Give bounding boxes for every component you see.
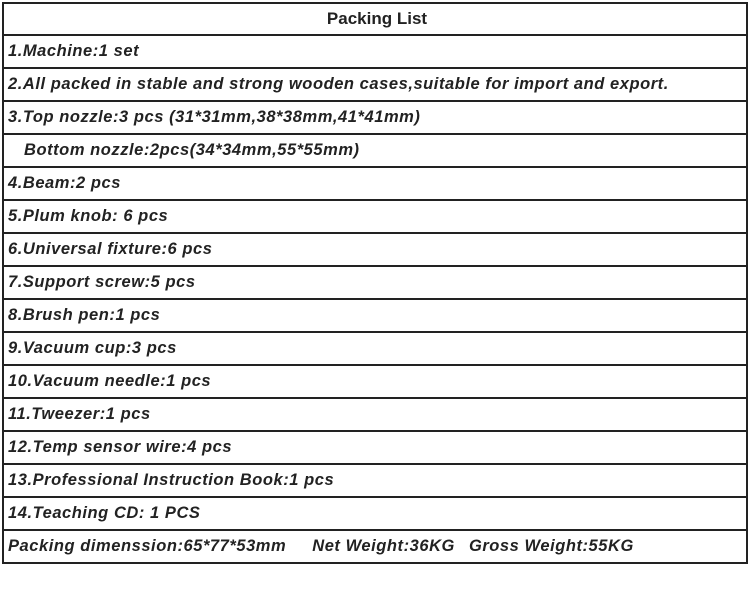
list-item: Bottom nozzle:2pcs(34*34mm,55*55mm) [2,133,748,168]
table-title: Packing List [2,2,748,36]
list-item: 1.Machine:1 set [2,34,748,69]
gross-weight: Gross Weight:55KG [468,537,634,555]
list-item: 13.Professional Instruction Book:1 pcs [2,463,748,498]
list-item: 10.Vacuum needle:1 pcs [2,364,748,399]
list-item: 12.Temp sensor wire:4 pcs [2,430,748,465]
list-item: 3.Top nozzle:3 pcs (31*31mm,38*38mm,41*4… [2,100,748,135]
list-item: 8.Brush pen:1 pcs [2,298,748,333]
net-weight: Net Weight:36KG [312,537,455,555]
list-item: 5.Plum knob: 6 pcs [2,199,748,234]
list-item: 14.Teaching CD: 1 PCS [2,496,748,531]
list-item: 4.Beam:2 pcs [2,166,748,201]
list-item: 2.All packed in stable and strong wooden… [2,67,748,102]
packing-list-table: Packing List 1.Machine:1 set 2.All packe… [2,2,748,564]
footer-row: Packing dimenssion:65*77*53mm Net Weight:… [2,529,748,564]
list-item: 7.Support screw:5 pcs [2,265,748,300]
packing-dimension: Packing dimenssion:65*77*53mm [8,537,287,555]
list-item: 6.Universal fixture:6 pcs [2,232,748,267]
list-item: 9.Vacuum cup:3 pcs [2,331,748,366]
list-item: 11.Tweezer:1 pcs [2,397,748,432]
